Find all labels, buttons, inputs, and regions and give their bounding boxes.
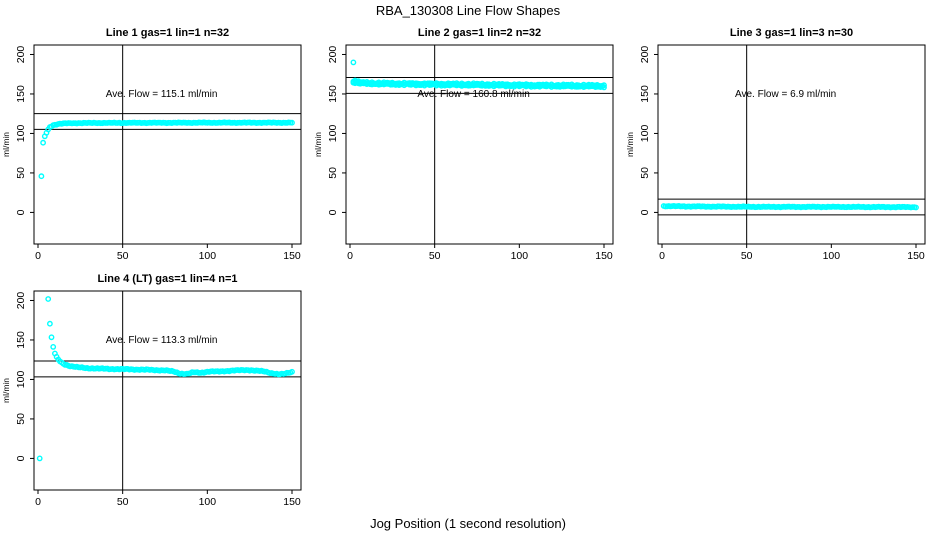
panel-title: Line 3 gas=1 lin=3 n=30 — [730, 27, 853, 39]
y-tick-label: 0 — [15, 455, 27, 461]
x-axis-label: Jog Position (1 second resolution) — [370, 516, 566, 531]
y-axis-label: ml/min — [1, 132, 11, 157]
x-tick-label: 0 — [35, 250, 41, 262]
y-tick-label: 100 — [15, 125, 27, 143]
x-tick-label: 150 — [595, 250, 613, 262]
x-tick-label: 100 — [199, 496, 217, 508]
x-tick-label: 150 — [283, 250, 301, 262]
panel-title: Line 1 gas=1 lin=1 n=32 — [106, 27, 229, 39]
y-tick-label: 150 — [15, 85, 27, 103]
data-point — [45, 296, 52, 302]
x-tick-label: 50 — [117, 496, 129, 508]
data-point — [601, 84, 607, 91]
data-point — [289, 119, 295, 126]
y-tick-label: 100 — [327, 125, 339, 143]
x-tick-label: 50 — [429, 250, 441, 262]
y-tick-label: 150 — [327, 85, 339, 103]
plot-box — [657, 44, 926, 245]
x-tick-label: 0 — [347, 250, 353, 262]
y-tick-label: 150 — [639, 85, 651, 103]
y-tick-label: 0 — [327, 209, 339, 215]
y-tick-label: 50 — [15, 413, 27, 425]
panel-title: Line 2 gas=1 lin=2 n=32 — [418, 27, 541, 39]
x-tick-label: 100 — [199, 250, 217, 262]
x-tick-label: 150 — [283, 496, 301, 508]
y-tick-label: 100 — [15, 371, 27, 389]
ave-flow-annotation: Ave. Flow = 6.9 ml/min — [735, 89, 836, 100]
ave-flow-annotation: Ave. Flow = 113.3 ml/min — [106, 335, 218, 346]
data-point — [601, 82, 607, 89]
data-point — [350, 59, 357, 66]
x-tick-label: 50 — [741, 250, 753, 262]
data-point — [48, 334, 55, 341]
data-points-group — [38, 119, 295, 180]
plot-panel-svg-2: Line 2 gas=1 lin=2 n=32 0 50 100 150 0 50 100 15… — [313, 27, 614, 262]
data-point — [289, 368, 295, 375]
y-axis-label: ml/min — [625, 132, 635, 157]
y-tick-label: 150 — [15, 331, 27, 349]
y-tick-label: 0 — [15, 209, 27, 215]
ave-flow-annotation: Ave. Flow = 115.1 ml/min — [106, 89, 218, 100]
data-points-group — [36, 296, 295, 462]
x-tick-label: 50 — [117, 250, 129, 262]
y-tick-label: 200 — [15, 46, 27, 64]
plot-panel-3: Line 3 gas=1 lin=3 n=30 0 50 100 150 0 50 100 15… — [624, 22, 936, 268]
plot-panel-2: Line 2 gas=1 lin=2 n=32 0 50 100 150 0 50 100 15… — [312, 22, 624, 268]
plot-panel-1: Line 1 gas=1 lin=1 n=32 0 50 100 150 0 50 100 15… — [0, 22, 312, 268]
plot-box — [345, 44, 614, 245]
data-points-group — [350, 59, 607, 91]
y-tick-label: 50 — [15, 167, 27, 179]
x-tick-label: 100 — [823, 250, 841, 262]
y-axis-label: ml/min — [313, 132, 323, 157]
y-tick-label: 100 — [639, 125, 651, 143]
y-tick-label: 200 — [639, 46, 651, 64]
y-tick-label: 200 — [15, 292, 27, 310]
y-tick-label: 50 — [327, 167, 339, 179]
x-tick-label: 150 — [907, 250, 925, 262]
data-point — [50, 344, 57, 350]
data-point — [913, 204, 919, 211]
y-tick-label: 0 — [639, 209, 651, 215]
x-tick-label: 0 — [659, 250, 665, 262]
ave-flow-annotation: Ave. Flow = 160.8 ml/min — [417, 89, 529, 100]
plot-panel-svg-1: Line 1 gas=1 lin=1 n=32 0 50 100 150 0 50 100 15… — [1, 27, 302, 262]
plot-box — [33, 290, 302, 491]
data-points-group — [660, 202, 919, 211]
y-tick-label: 200 — [327, 46, 339, 64]
panel-title: Line 4 (LT) gas=1 lin=4 n=1 — [97, 273, 237, 285]
plot-panel-4: Line 4 (LT) gas=1 lin=4 n=1 0 50 100 150 0 50 1… — [0, 268, 312, 514]
y-tick-label: 50 — [639, 167, 651, 179]
data-point — [38, 173, 45, 180]
plot-panel-svg-4: Line 4 (LT) gas=1 lin=4 n=1 0 50 100 150 0 50 1… — [1, 273, 302, 508]
x-tick-label: 0 — [35, 496, 41, 508]
data-point — [36, 455, 43, 462]
plot-panel-svg-3: Line 3 gas=1 lin=3 n=30 0 50 100 150 0 50 100 15… — [625, 27, 926, 262]
chart-main-title: RBA_130308 Line Flow Shapes — [375, 3, 561, 18]
data-point — [47, 320, 53, 327]
plot-box — [33, 44, 302, 245]
data-point — [40, 139, 46, 146]
y-axis-label: ml/min — [1, 378, 11, 403]
x-tick-label: 100 — [511, 250, 529, 262]
